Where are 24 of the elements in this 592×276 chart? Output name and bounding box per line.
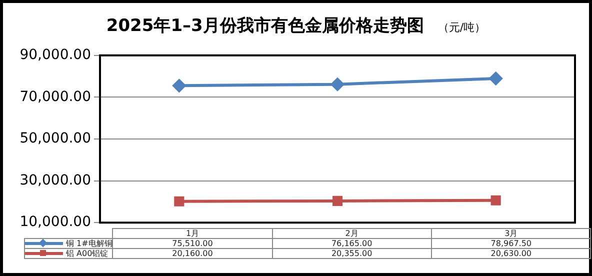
x-tick-label: 3月 — [432, 228, 591, 238]
data-label: 20,630.00 — [432, 248, 591, 258]
point — [174, 196, 184, 206]
x-tick-label: 2月 — [272, 228, 432, 238]
chart-title: 2025年1–3月份我市有色金属价格走势图 — [106, 16, 424, 36]
chart-subtitle: （元/吨） — [438, 21, 486, 34]
point — [332, 196, 343, 206]
point — [331, 78, 344, 91]
y-tick-label: 70,000.00 — [20, 88, 91, 105]
y-tick-label: 10,000.00 — [20, 214, 91, 230]
data-label: 78,967.50 — [432, 238, 591, 248]
point — [490, 195, 501, 206]
x-tick-label: 1月 — [112, 228, 272, 238]
legend-label: 铜 1#电解铜 — [66, 239, 112, 248]
data-label: 20,355.00 — [272, 248, 432, 258]
y-tick-label: 30,000.00 — [20, 172, 91, 188]
y-tick-label: 50,000.00 — [20, 130, 91, 147]
data-label: 75,510.00 — [112, 238, 272, 248]
legend-label: 铝 A00铝锭 — [66, 249, 108, 258]
data-label: 76,165.00 — [272, 238, 432, 248]
y-tick-label: 90,000.00 — [20, 47, 91, 64]
data-label: 20,160.00 — [112, 248, 272, 258]
point — [489, 72, 502, 85]
point — [172, 79, 186, 92]
